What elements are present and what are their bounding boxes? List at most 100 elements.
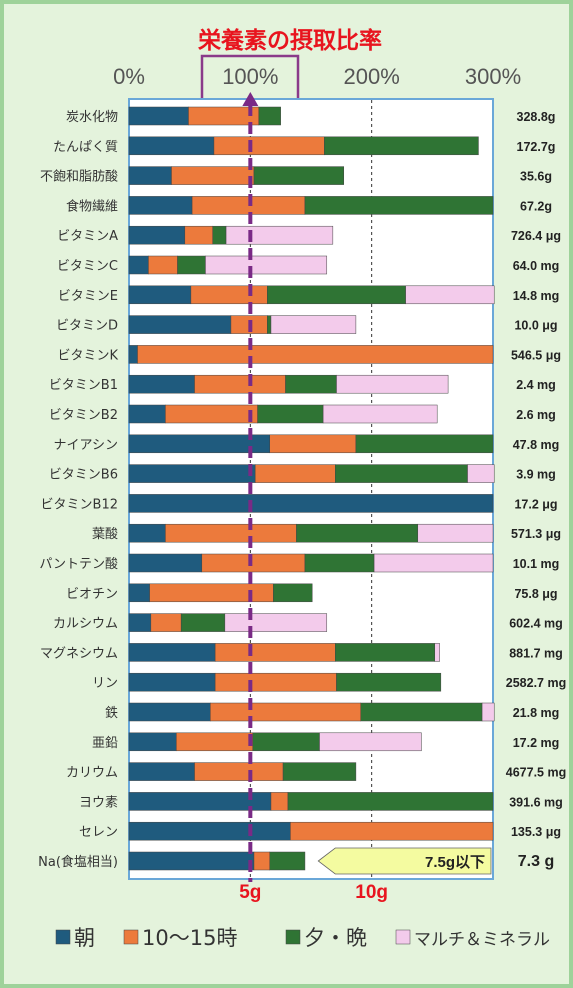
sodium-limit-arrow [317,847,492,875]
bar-segment [128,255,149,275]
bar-segment [128,464,256,483]
bar-segment [148,255,178,275]
intake-value: 726.4 μg [511,229,561,243]
bar-segment [252,732,320,752]
intake-value: 602.4 mg [509,617,563,631]
bar-segment [190,285,268,305]
bar-segment [201,553,306,573]
category-label: ヨウ素 [79,795,118,810]
bar-segment [188,106,260,126]
bar-segment [128,553,203,573]
bar-segment [290,821,494,841]
bar-segment [165,523,297,543]
bar-segment [128,285,192,305]
bar-segment [150,613,182,632]
bar-segment [304,553,375,573]
bar-segment [128,136,215,156]
category-label: ビタミンE [58,289,118,304]
bar-segment [214,672,337,692]
intake-value: 17.2 mg [513,736,560,750]
legend-swatch [55,929,71,945]
category-label: 亜鉛 [92,736,118,751]
bar-segment [253,851,270,871]
bar-segment [128,106,189,126]
plot-area [128,98,494,880]
category-label: 食物繊維 [66,198,118,214]
bar-segment [165,404,258,424]
intake-value: 172.7g [517,140,556,154]
category-label: 鉄 [105,706,118,721]
legend-swatch [285,929,301,945]
bar-segment [405,285,495,305]
bar-segment [287,792,494,811]
intake-value: 75.8 μg [514,587,557,601]
bar-segment [128,345,138,364]
bar-segment [128,732,177,752]
bar-segment [417,523,494,543]
intake-value: 4677.5 mg [506,766,566,780]
x-tick-label: 100% [222,64,278,89]
bar-segment [137,345,494,364]
bar-segment [128,672,216,692]
bar-segment [128,494,494,513]
sodium-tick-label: 10g [355,882,388,903]
bar-segment [257,404,324,424]
bar-segment [128,702,211,722]
bar-segment [128,166,172,185]
category-label: Na(食塩相当) [38,854,118,870]
legend: 朝 10〜15時 夕・晩 マルチ＆ミネラル [55,926,550,950]
bar-segment [184,225,213,245]
bar-segment [128,196,193,215]
bar-segment [269,434,357,454]
category-label: 炭水化物 [66,110,118,125]
intake-value: 21.8 mg [513,706,560,720]
intake-value: 10.0 μg [514,319,557,333]
bar-segment [224,613,328,632]
category-label: ビタミンK [57,348,118,363]
category-label: ビタミンB1 [49,378,118,393]
bar-segment [304,196,494,215]
legend-swatch [395,929,411,945]
bar-segment [210,702,361,722]
intake-value: 3.9 mg [516,468,556,482]
bar-segment [355,434,494,454]
intake-value: 17.2 μg [514,497,557,511]
sodium-tick-label: 5g [239,882,261,903]
bar-segment [128,851,255,871]
intake-value: 2.4 mg [516,378,556,392]
bar-segment [335,464,468,483]
intake-value: 546.5 μg [511,348,561,362]
category-label: たんぱく質 [53,140,118,155]
bar-segment [282,762,357,781]
bar-segment [270,315,357,334]
intake-value: 881.7 mg [509,646,563,660]
category-label: ナイアシン [54,438,118,453]
intake-value: 47.8 mg [513,438,560,452]
category-label: リン [92,676,118,691]
legend-label: 朝 [74,926,95,950]
chart-frame: 栄養素の摂取比率 0% 100% 200% 300% 7.5g以下 炭水化物 たんぱく質… [4,4,569,984]
bar-segment [212,225,227,245]
bar-segment [253,166,345,185]
category-label: ビオチン [66,587,118,602]
bar-segment [481,702,495,722]
intake-values: 328.8g 172.7g 35.6g 67.2g 726.4 μg 64.0 mg 14.… [506,110,566,870]
bar-segment [254,464,336,483]
intake-value: 7.3 g [518,853,554,870]
bar-segment [296,523,419,543]
category-label: ビタミンC [57,259,118,274]
bar-segment [269,851,306,871]
bar-segment [336,672,442,692]
sodium-axis: 5g 10g [239,882,388,903]
category-label: ビタミンB12 [41,497,118,512]
intake-value: 67.2g [520,199,552,213]
category-label: ビタミンB6 [49,468,118,483]
intake-value: 135.3 μg [511,825,561,839]
bar-segment [285,374,337,394]
bar-segment [128,374,195,394]
category-label: マグネシウム [40,646,118,661]
bar-segment [128,315,232,334]
bar-segment [267,285,406,305]
bar-segment [324,136,479,156]
